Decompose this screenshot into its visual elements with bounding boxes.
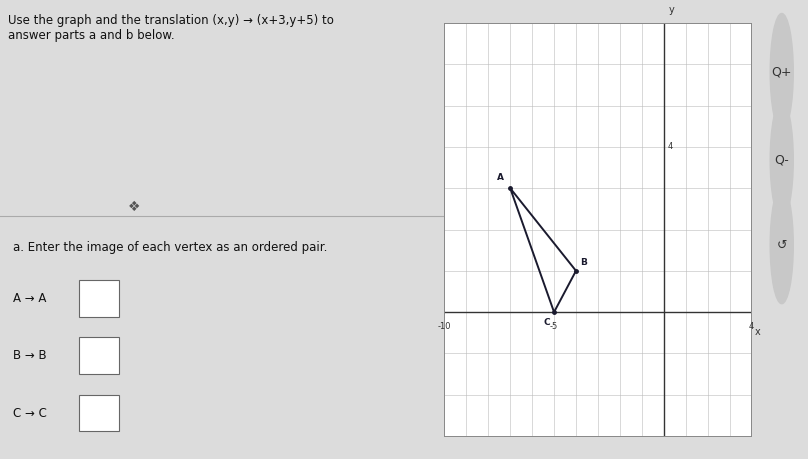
Text: -10: -10 [438,322,451,331]
Text: ❖: ❖ [128,200,140,213]
Text: Use the graph and the translation (x,y) → (x+3,y+5) to
answer parts a and b belo: Use the graph and the translation (x,y) … [8,14,334,42]
Text: x: x [755,326,760,336]
Circle shape [770,186,793,304]
Text: 4: 4 [749,322,754,331]
FancyBboxPatch shape [79,337,120,374]
Text: 4: 4 [668,142,673,151]
Text: C → C: C → C [13,407,46,420]
Circle shape [770,13,793,131]
Text: A: A [497,173,503,182]
FancyBboxPatch shape [79,280,120,317]
Circle shape [770,101,793,218]
Text: ↺: ↺ [776,239,787,252]
Text: A → A: A → A [13,292,46,305]
Text: y: y [669,5,675,15]
Text: B: B [580,257,587,267]
Text: C: C [543,318,549,327]
Text: a. Enter the image of each vertex as an ordered pair.: a. Enter the image of each vertex as an … [13,241,327,254]
FancyBboxPatch shape [79,395,120,431]
Text: -5: -5 [550,322,558,331]
Text: Q-: Q- [774,153,789,167]
Text: Q+: Q+ [772,66,792,78]
Text: B → B: B → B [13,349,46,362]
